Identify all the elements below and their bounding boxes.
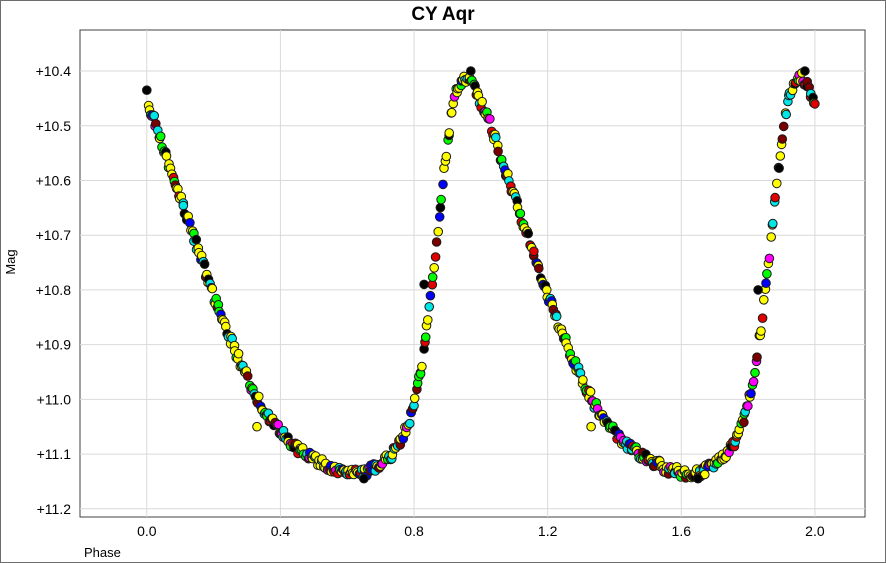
observation-point xyxy=(242,371,253,381)
observation-point xyxy=(748,376,759,387)
observation-point xyxy=(191,234,202,245)
observation-point xyxy=(423,315,433,325)
observation-point xyxy=(752,352,762,363)
observation-point xyxy=(425,290,436,301)
y-tick-labels: +10.4 +10.5 +10.6 +10.7 +10.8 +10.9 +11.0 +11.1… xyxy=(36,63,72,517)
observation-point xyxy=(149,110,159,121)
observation-point xyxy=(757,313,768,324)
observation-point xyxy=(427,272,438,283)
x-tick-label: 0.4 xyxy=(271,523,291,539)
y-tick-label: +11.0 xyxy=(37,391,72,407)
observation-point xyxy=(753,285,763,295)
observation-point xyxy=(359,473,369,484)
chart-title: CY Aqr xyxy=(411,4,475,25)
x-tick-labels: 0.0 0.4 0.8 1.2 1.6 2.0 xyxy=(137,523,825,539)
observation-point xyxy=(772,178,782,189)
observation-point xyxy=(800,66,810,76)
observation-point xyxy=(761,278,771,289)
observation-point xyxy=(441,151,452,162)
observation-point xyxy=(778,121,789,132)
observation-point xyxy=(444,128,455,138)
x-axis-label: Phase xyxy=(84,545,121,560)
y-tick-label: +10.6 xyxy=(36,172,72,188)
observation-point xyxy=(435,202,446,213)
plot-area xyxy=(79,29,866,518)
observation-point xyxy=(764,253,775,264)
observation-point xyxy=(485,114,495,124)
observation-point xyxy=(551,311,562,322)
x-tick-label: 0.0 xyxy=(137,523,157,539)
observation-point xyxy=(491,132,501,143)
observation-point xyxy=(529,246,539,257)
observation-point xyxy=(743,401,753,411)
observation-point xyxy=(419,279,429,290)
observation-point xyxy=(431,237,442,247)
observation-point xyxy=(433,226,444,237)
observation-point xyxy=(252,421,262,432)
observation-point xyxy=(770,192,780,203)
observation-point xyxy=(750,367,760,378)
y-tick-label: +10.9 xyxy=(36,337,72,353)
y-tick-label: +10.4 xyxy=(36,63,72,79)
observation-point xyxy=(578,375,588,385)
x-tick-label: 2.0 xyxy=(805,523,825,539)
observation-point xyxy=(523,228,534,239)
x-tick-label: 1.6 xyxy=(672,523,692,539)
y-tick-label: +11.2 xyxy=(37,501,72,517)
observation-point xyxy=(534,263,544,274)
data-points xyxy=(142,66,820,484)
observation-point xyxy=(405,418,415,429)
observation-point xyxy=(762,269,772,279)
y-tick-label: +10.5 xyxy=(36,118,72,134)
observation-point xyxy=(766,232,777,242)
observation-point xyxy=(477,96,487,107)
observation-point xyxy=(142,85,152,95)
observation-point xyxy=(233,348,244,359)
observation-point xyxy=(438,179,448,190)
observation-point xyxy=(586,421,596,432)
observation-point xyxy=(420,332,431,343)
y-tick-label: +10.7 xyxy=(36,227,72,243)
observation-point xyxy=(429,263,440,273)
observation-point xyxy=(446,107,457,118)
observation-point xyxy=(759,295,769,305)
observation-point xyxy=(777,134,788,144)
observation-point xyxy=(436,194,446,205)
observation-point xyxy=(515,208,526,219)
observation-point xyxy=(253,391,264,402)
observation-point xyxy=(693,473,703,484)
x-tick-label: 0.8 xyxy=(404,523,424,539)
observation-point xyxy=(746,388,756,399)
observation-point xyxy=(756,326,766,336)
observation-point xyxy=(417,361,427,372)
observation-point xyxy=(774,163,784,173)
y-gridlines xyxy=(80,70,865,510)
observation-point xyxy=(430,252,441,262)
observation-point xyxy=(424,302,435,312)
x-tick-label: 1.2 xyxy=(538,523,558,539)
observation-point xyxy=(466,66,476,76)
y-tick-label: +10.8 xyxy=(36,282,72,298)
observation-point xyxy=(207,283,218,294)
observation-point xyxy=(178,200,189,211)
y-axis-label: Mag xyxy=(3,249,18,274)
observation-point xyxy=(161,151,172,161)
observation-point xyxy=(739,417,749,428)
observation-point xyxy=(768,218,778,229)
observation-point xyxy=(775,151,786,161)
observation-point xyxy=(585,386,596,397)
observation-point xyxy=(434,212,445,222)
observation-point xyxy=(493,146,503,157)
observation-point xyxy=(409,393,420,404)
y-tick-label: +11.1 xyxy=(37,446,72,462)
observation-point xyxy=(199,259,210,270)
observation-point xyxy=(781,109,792,120)
observation-point xyxy=(810,99,820,109)
observation-point xyxy=(155,131,166,142)
